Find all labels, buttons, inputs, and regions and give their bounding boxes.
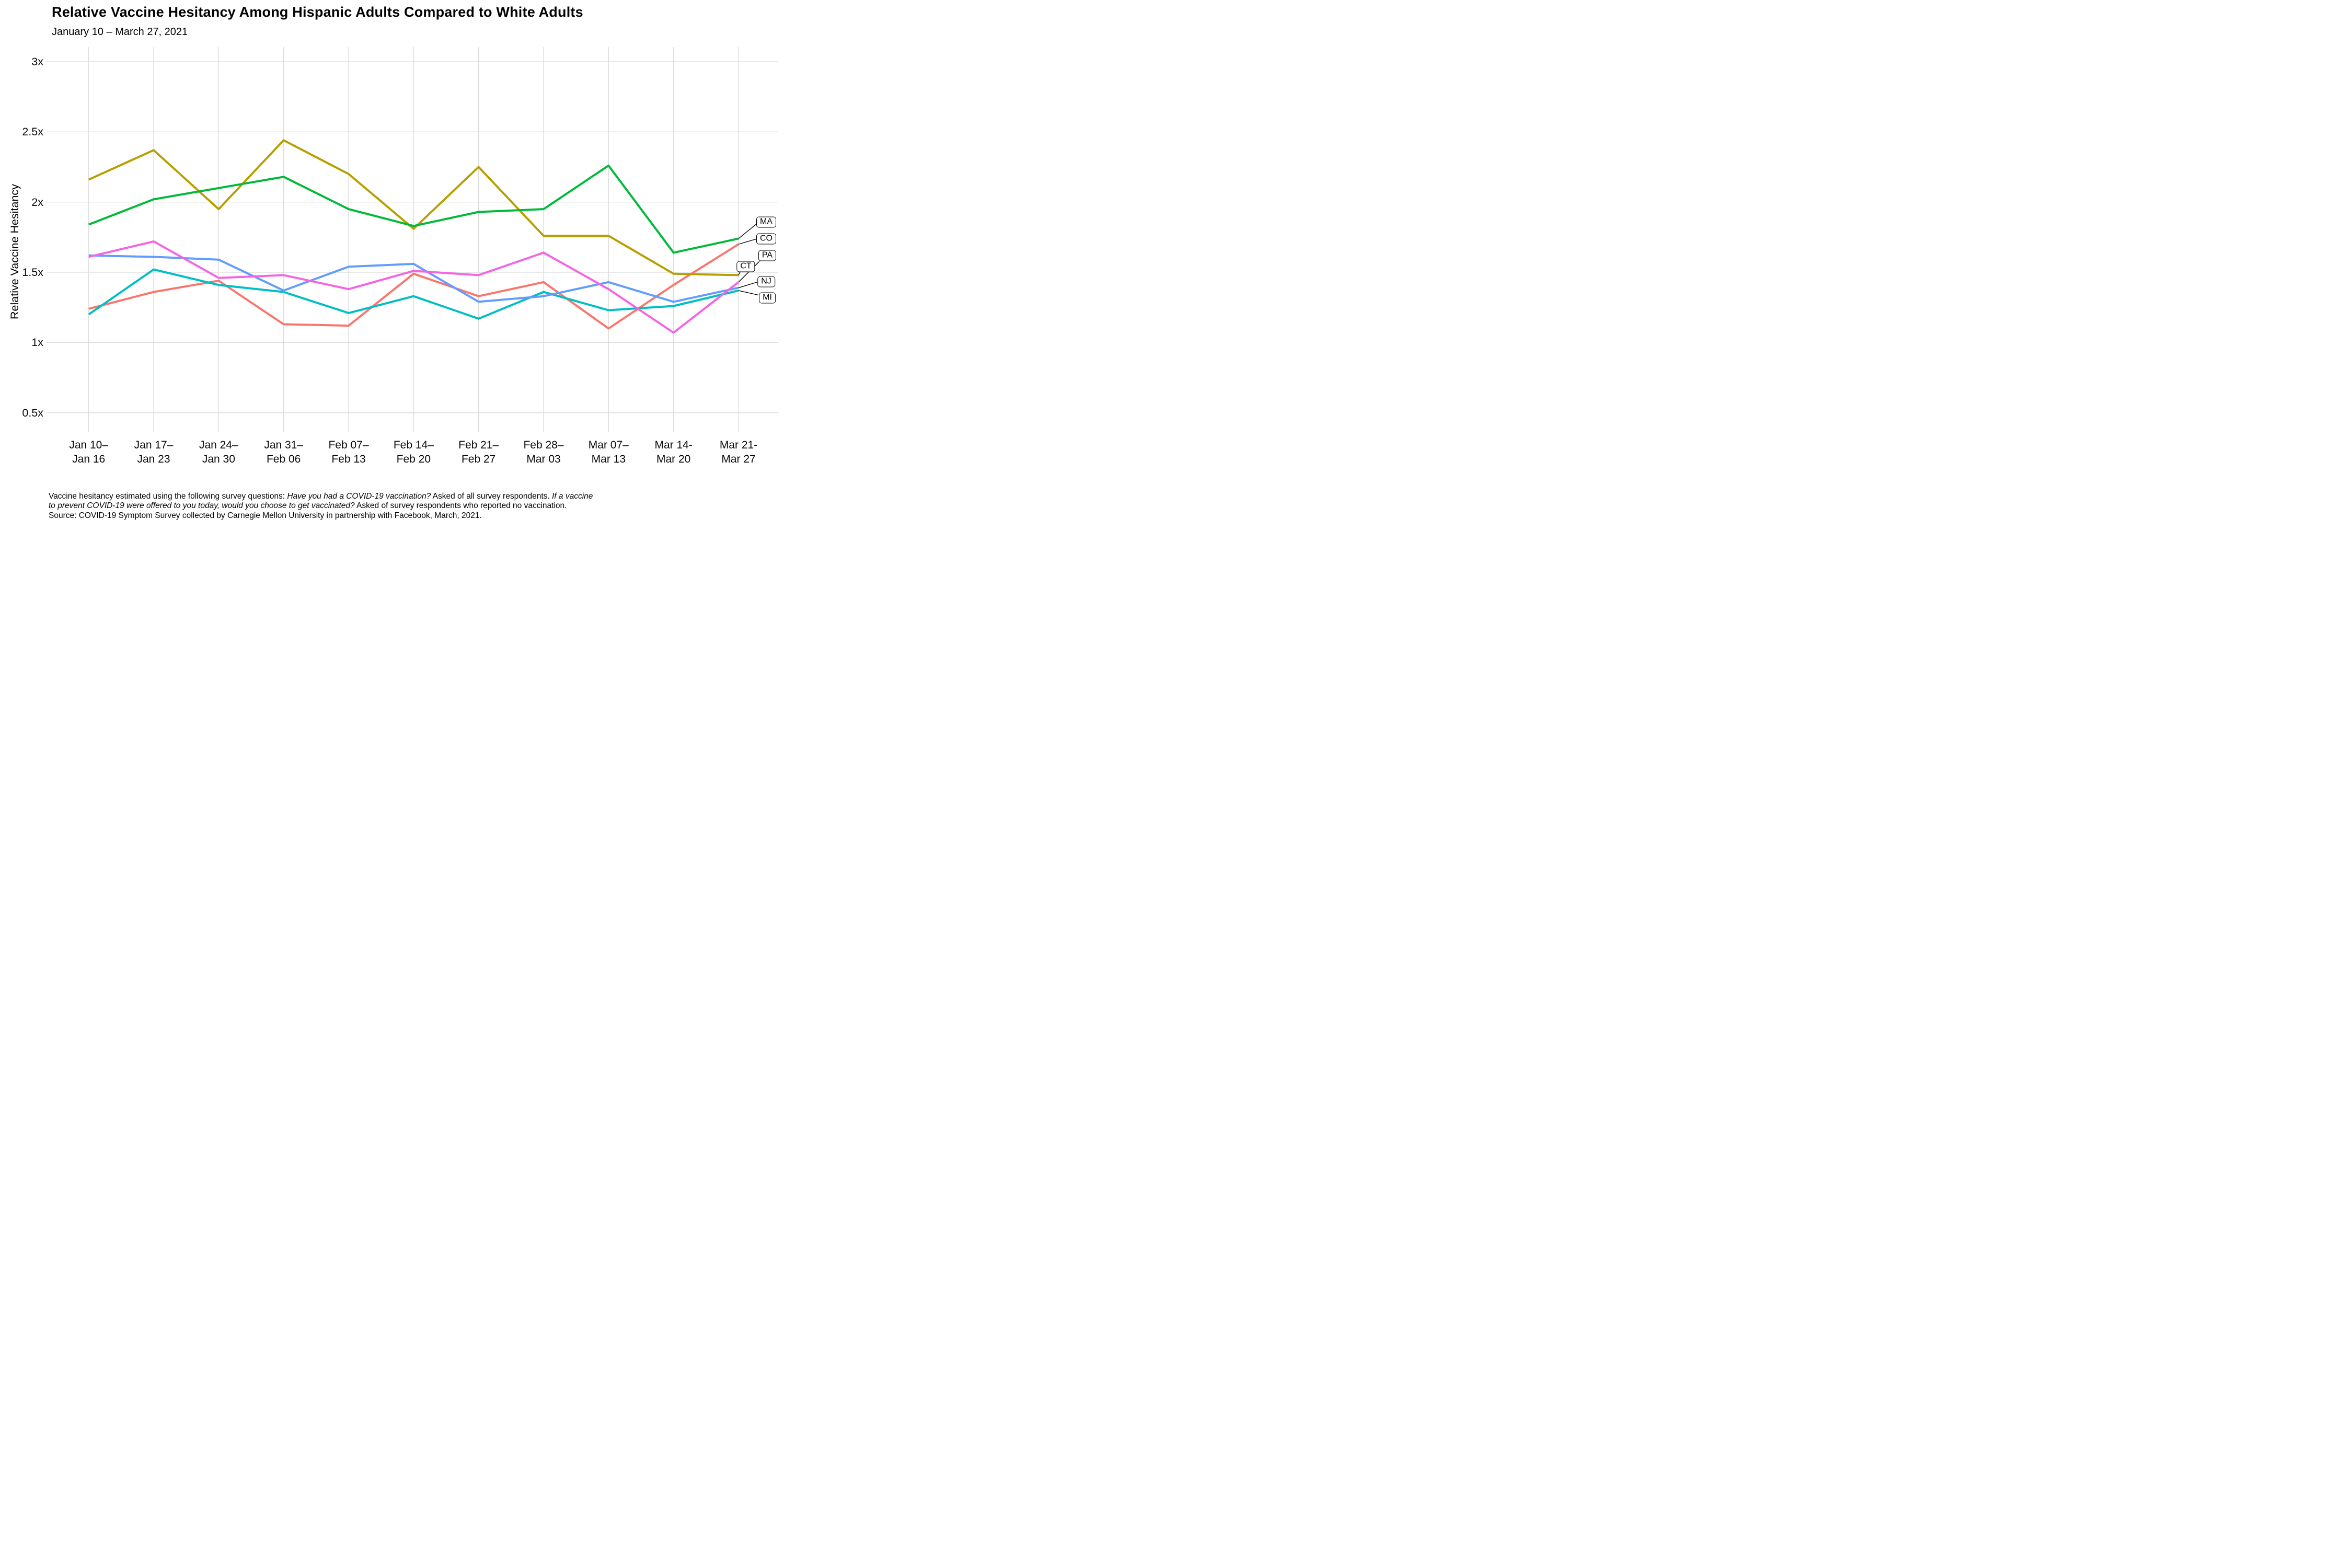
caption-segment: Source: COVID-19 Symptom Survey collecte… — [49, 511, 482, 520]
x-tick-line1: Feb 21– — [458, 439, 499, 451]
x-tick-line2: Jan 23 — [137, 453, 170, 465]
y-tick-label: 0.5x — [22, 406, 43, 419]
x-tick-line2: Feb 20 — [396, 453, 431, 465]
caption-segment-italic: If a vaccine — [552, 492, 593, 501]
x-tick-line1: Mar 21- — [719, 439, 758, 451]
caption-segment: Asked of survey respondents who reported… — [354, 501, 567, 511]
y-tick-label: 2.5x — [22, 125, 43, 139]
caption-segment: Asked of all survey respondents. — [431, 492, 552, 501]
x-tick-line1: Mar 14- — [654, 439, 693, 451]
caption-segment-italic: to prevent COVID-19 were offered to you … — [49, 501, 355, 511]
series-line-MI — [88, 268, 739, 320]
end-label-NJ: NJ — [757, 276, 775, 287]
x-tick-label: Jan 31– Feb 06 — [252, 438, 315, 466]
x-tick-line2: Jan 16 — [72, 453, 106, 465]
x-tick-label: Jan 24– Jan 30 — [187, 438, 250, 466]
x-tick-line2: Feb 13 — [331, 453, 366, 465]
x-tick-label: Feb 28– Mar 03 — [512, 438, 575, 466]
x-tick-line1: Jan 17– — [134, 439, 174, 451]
end-label-leader-MI — [738, 290, 759, 296]
x-tick-line2: Jan 30 — [202, 453, 235, 465]
end-label-leader-MA — [738, 223, 757, 239]
x-tick-label: Mar 21- Mar 27 — [707, 438, 770, 466]
x-tick-label: Jan 17– Jan 23 — [122, 438, 185, 466]
x-tick-line1: Feb 14– — [393, 439, 434, 451]
x-tick-line1: Jan 31– — [264, 439, 304, 451]
x-tick-label: Feb 21– Feb 27 — [447, 438, 510, 466]
x-tick-label: Feb 07– Feb 13 — [317, 438, 380, 466]
end-label-CT: CT — [736, 261, 755, 272]
x-tick-label: Feb 14– Feb 20 — [382, 438, 445, 466]
x-tick-line2: Mar 20 — [656, 453, 691, 465]
series-line-PA — [88, 240, 740, 334]
y-tick-label: 3x — [31, 55, 43, 68]
x-tick-line2: Mar 13 — [591, 453, 626, 465]
caption-line: Vaccine hesitancy estimated using the fo… — [49, 492, 759, 501]
plot-area — [47, 47, 778, 432]
chart-figure: Relative Vaccine Hesitancy Among Hispani… — [0, 0, 784, 523]
end-label-PA: PA — [758, 250, 777, 261]
x-tick-line1: Feb 28– — [523, 439, 564, 451]
x-tick-label: Jan 10– Jan 16 — [57, 438, 120, 466]
end-label-leader-NJ — [738, 282, 757, 289]
x-tick-line1: Mar 07– — [588, 439, 629, 451]
end-label-MI: MI — [759, 292, 776, 304]
x-tick-line2: Mar 27 — [721, 453, 756, 465]
end-label-leader-CT — [738, 272, 741, 275]
end-label-MA: MA — [756, 216, 776, 228]
x-tick-line1: Jan 24– — [199, 439, 238, 451]
series-line-NJ — [88, 254, 739, 303]
caption-segment: Vaccine hesitancy estimated using the fo… — [49, 492, 287, 501]
x-tick-line1: Feb 07– — [328, 439, 369, 451]
series-line-CO — [88, 243, 740, 330]
y-tick-label: 2x — [31, 195, 43, 209]
x-tick-line2: Mar 03 — [526, 453, 561, 465]
x-tick-line2: Feb 06 — [266, 453, 301, 465]
chart-title: Relative Vaccine Hesitancy Among Hispani… — [52, 4, 583, 20]
end-label-leader-CO — [738, 238, 757, 245]
x-tick-line1: Jan 10– — [69, 439, 109, 451]
caption-segment-italic: Have you had a COVID-19 vaccination? — [287, 492, 431, 501]
y-tick-label: 1x — [31, 336, 43, 349]
chart-subtitle: January 10 – March 27, 2021 — [52, 26, 188, 38]
series-line-MA — [88, 164, 739, 254]
x-tick-label: Mar 07– Mar 13 — [577, 438, 640, 466]
caption-line: to prevent COVID-19 were offered to you … — [49, 501, 759, 511]
x-tick-label: Mar 14- Mar 20 — [642, 438, 705, 466]
caption: Vaccine hesitancy estimated using the fo… — [49, 492, 759, 521]
end-label-CO: CO — [756, 233, 776, 244]
caption-line: Source: COVID-19 Symptom Survey collecte… — [49, 511, 759, 521]
x-tick-line2: Feb 27 — [461, 453, 496, 465]
y-tick-label: 1.5x — [22, 266, 43, 279]
series-line-CT — [88, 139, 739, 276]
